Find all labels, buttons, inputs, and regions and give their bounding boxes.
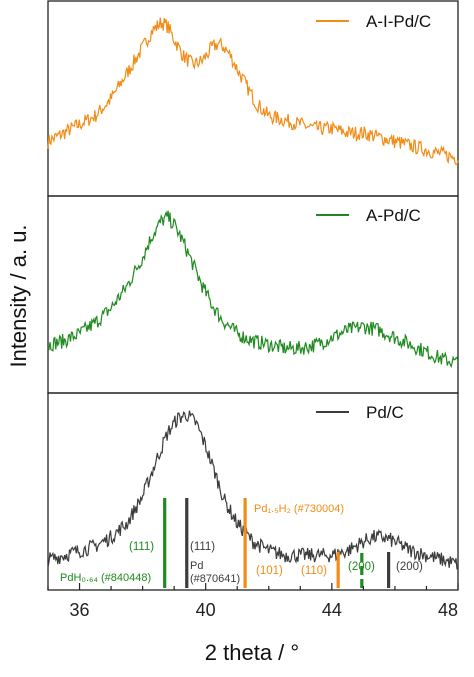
legend-top: A-I-Pd/C xyxy=(316,12,431,31)
x-tick-label-44: 44 xyxy=(322,600,342,620)
legend-bottom: Pd/C xyxy=(316,403,404,422)
pd15h2-reference-label: Pd₁.₅H₂ (#730004) xyxy=(254,503,344,515)
reference-bars xyxy=(163,498,391,588)
x-axis: 36 40 44 48 xyxy=(47,583,459,620)
trace-top xyxy=(47,17,459,165)
legend-middle: A-Pd/C xyxy=(316,206,421,225)
y-axis-label: Intensity / a. u. xyxy=(6,224,31,367)
x-tick-label-36: 36 xyxy=(70,600,90,620)
pd-111-label: (111) xyxy=(190,541,215,553)
pd-reference-id: (#870641) xyxy=(190,573,240,585)
legend-top-label: A-I-Pd/C xyxy=(366,12,431,31)
pd15h2-101-label: (101) xyxy=(256,565,283,577)
pdh-111-label: (111) xyxy=(129,541,154,553)
x-tick-label-40: 40 xyxy=(196,600,216,620)
pd-reference-name: Pd xyxy=(190,560,203,572)
pdh-reference-label: PdH₀.₆₄ (#840448) xyxy=(60,572,151,584)
x-tick-label-48: 48 xyxy=(438,600,458,620)
trace-middle xyxy=(47,210,459,369)
pdh-200-label: (200) xyxy=(348,561,375,573)
spectra-traces xyxy=(47,17,459,570)
pd15h2-110-label: (110) xyxy=(301,565,327,577)
panel-bottom-frame xyxy=(47,392,459,591)
x-axis-label: 2 theta / ° xyxy=(205,640,299,665)
reference-annotations: (111) PdH₀.₆₄ (#840448) (111) Pd (#87064… xyxy=(60,503,423,585)
pd-200-label: (200) xyxy=(396,561,423,573)
trace-bottom xyxy=(47,410,459,570)
legend-bottom-label: Pd/C xyxy=(366,403,404,422)
legend-middle-label: A-Pd/C xyxy=(366,206,421,225)
panel-middle-frame xyxy=(47,195,459,394)
